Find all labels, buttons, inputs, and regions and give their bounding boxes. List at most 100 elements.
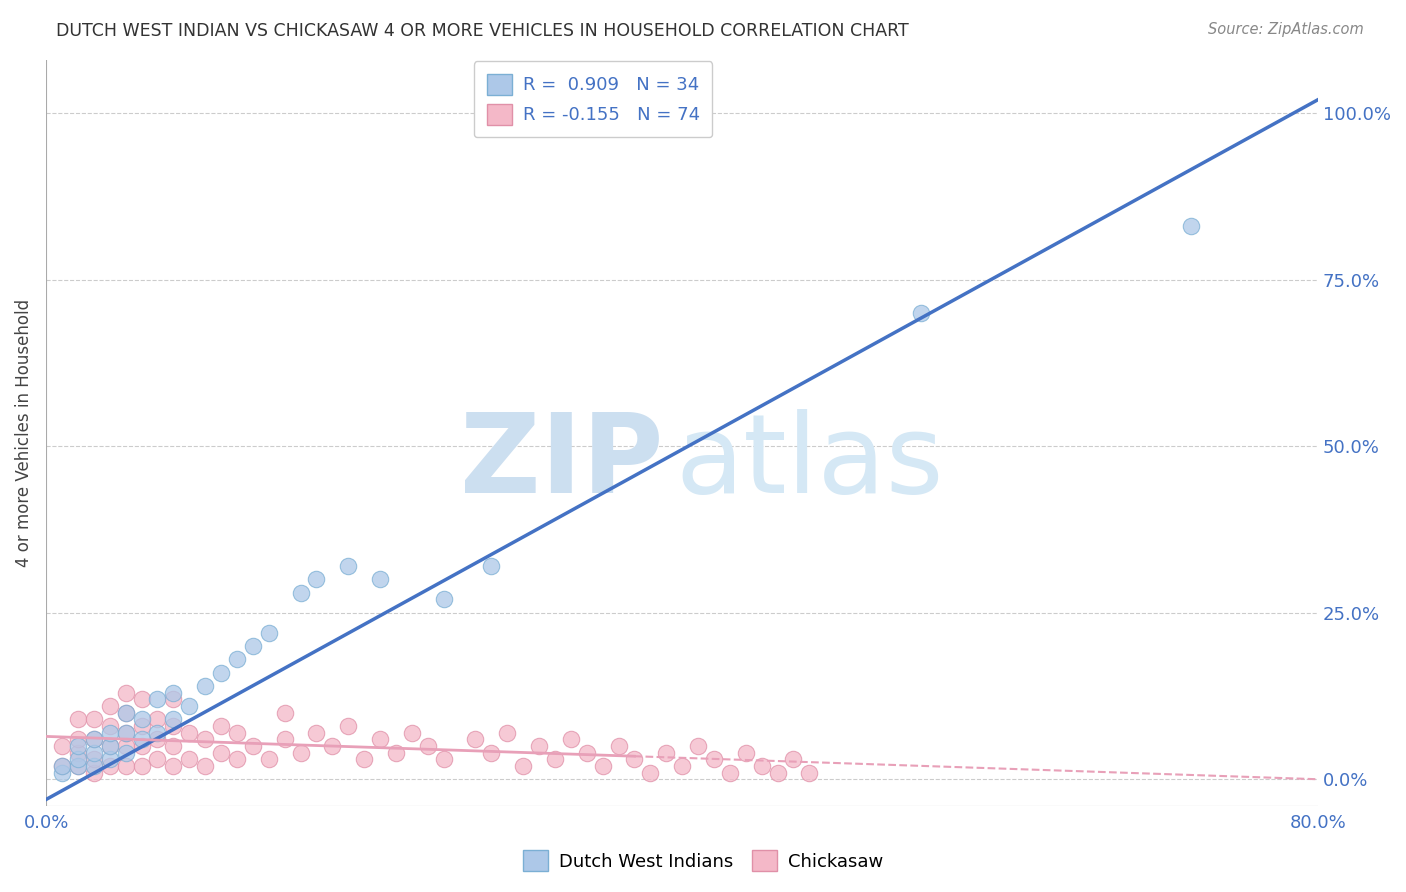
Point	[910, 306, 932, 320]
Point	[512, 759, 534, 773]
Point	[114, 746, 136, 760]
Point	[98, 725, 121, 739]
Point	[162, 759, 184, 773]
Point	[146, 752, 169, 766]
Point	[146, 725, 169, 739]
Point	[114, 686, 136, 700]
Point	[544, 752, 567, 766]
Point	[209, 746, 232, 760]
Point	[782, 752, 804, 766]
Point	[242, 639, 264, 653]
Point	[305, 725, 328, 739]
Point	[98, 699, 121, 714]
Point	[607, 739, 630, 753]
Point	[257, 752, 280, 766]
Point	[703, 752, 725, 766]
Point	[131, 692, 153, 706]
Point	[146, 713, 169, 727]
Point	[718, 765, 741, 780]
Point	[51, 759, 73, 773]
Point	[114, 759, 136, 773]
Point	[464, 732, 486, 747]
Point	[146, 692, 169, 706]
Point	[401, 725, 423, 739]
Point	[51, 759, 73, 773]
Point	[162, 692, 184, 706]
Point	[51, 765, 73, 780]
Point	[226, 725, 249, 739]
Point	[385, 746, 408, 760]
Point	[209, 665, 232, 680]
Point	[751, 759, 773, 773]
Point	[66, 739, 89, 753]
Point	[257, 625, 280, 640]
Point	[179, 752, 201, 766]
Legend: Dutch West Indians, Chickasaw: Dutch West Indians, Chickasaw	[516, 843, 890, 879]
Point	[131, 739, 153, 753]
Point	[209, 719, 232, 733]
Point	[83, 732, 105, 747]
Point	[83, 759, 105, 773]
Point	[66, 713, 89, 727]
Text: atlas: atlas	[676, 409, 945, 516]
Point	[98, 719, 121, 733]
Point	[527, 739, 550, 753]
Point	[194, 759, 217, 773]
Point	[194, 732, 217, 747]
Point	[114, 706, 136, 720]
Point	[66, 752, 89, 766]
Text: ZIP: ZIP	[460, 409, 664, 516]
Point	[686, 739, 709, 753]
Point	[337, 559, 360, 574]
Point	[131, 719, 153, 733]
Legend: R =  0.909   N = 34, R = -0.155   N = 74: R = 0.909 N = 34, R = -0.155 N = 74	[474, 62, 713, 137]
Point	[114, 739, 136, 753]
Point	[575, 746, 598, 760]
Point	[368, 573, 391, 587]
Point	[671, 759, 693, 773]
Point	[66, 746, 89, 760]
Point	[226, 752, 249, 766]
Point	[194, 679, 217, 693]
Y-axis label: 4 or more Vehicles in Household: 4 or more Vehicles in Household	[15, 299, 32, 567]
Point	[337, 719, 360, 733]
Point	[98, 739, 121, 753]
Point	[273, 706, 295, 720]
Point	[98, 739, 121, 753]
Point	[162, 713, 184, 727]
Point	[179, 725, 201, 739]
Point	[131, 732, 153, 747]
Point	[83, 746, 105, 760]
Point	[592, 759, 614, 773]
Text: DUTCH WEST INDIAN VS CHICKASAW 4 OR MORE VEHICLES IN HOUSEHOLD CORRELATION CHART: DUTCH WEST INDIAN VS CHICKASAW 4 OR MORE…	[56, 22, 910, 40]
Point	[98, 759, 121, 773]
Point	[179, 699, 201, 714]
Point	[655, 746, 678, 760]
Point	[162, 739, 184, 753]
Point	[114, 725, 136, 739]
Point	[766, 765, 789, 780]
Point	[226, 652, 249, 666]
Point	[51, 739, 73, 753]
Point	[114, 706, 136, 720]
Point	[131, 713, 153, 727]
Point	[131, 759, 153, 773]
Point	[734, 746, 756, 760]
Point	[353, 752, 375, 766]
Point	[66, 759, 89, 773]
Point	[83, 752, 105, 766]
Point	[162, 686, 184, 700]
Point	[799, 765, 821, 780]
Point	[114, 725, 136, 739]
Point	[66, 759, 89, 773]
Point	[242, 739, 264, 753]
Point	[623, 752, 645, 766]
Point	[290, 586, 312, 600]
Point	[479, 559, 502, 574]
Point	[368, 732, 391, 747]
Point	[273, 732, 295, 747]
Point	[83, 765, 105, 780]
Point	[433, 592, 456, 607]
Point	[1180, 219, 1202, 234]
Text: Source: ZipAtlas.com: Source: ZipAtlas.com	[1208, 22, 1364, 37]
